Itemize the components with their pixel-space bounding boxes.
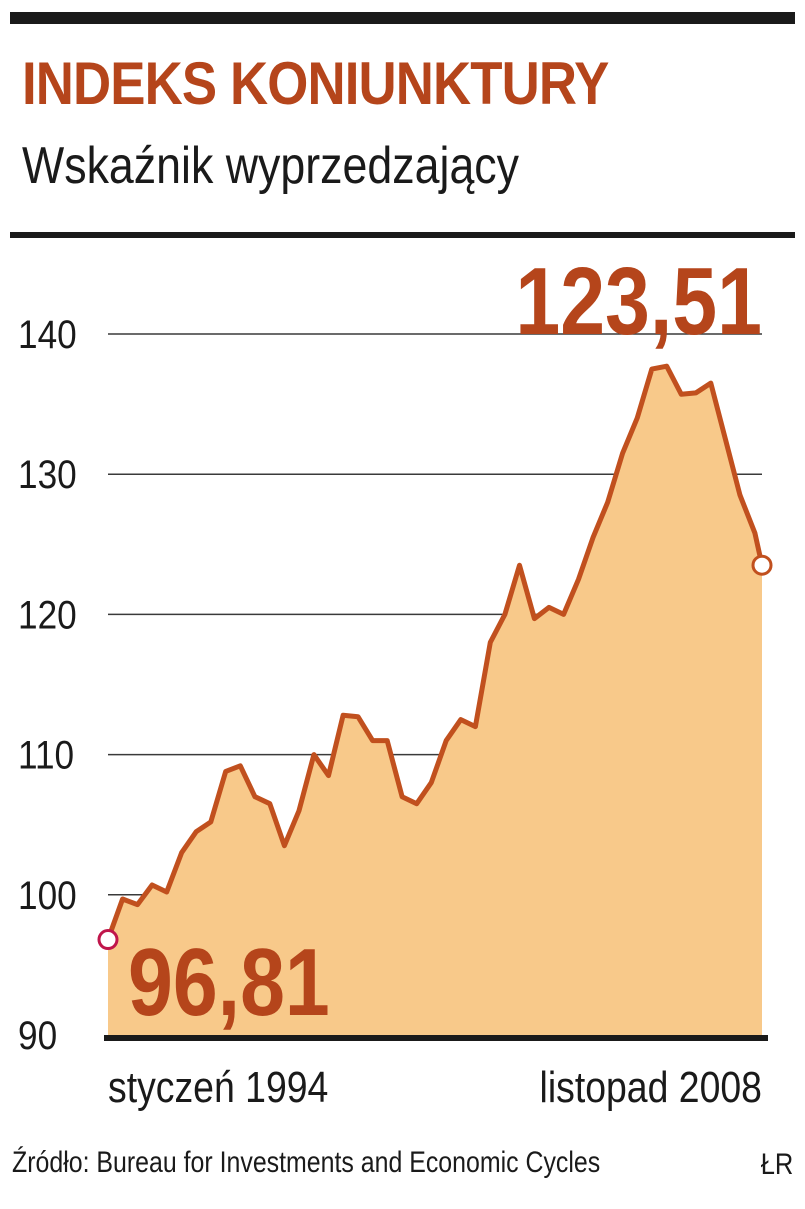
- line-chart: 140 130 120 110 100 90 96,81 123,51 styczeń 1…: [18, 247, 773, 1112]
- end-value-label: 123,51: [515, 247, 762, 354]
- x-label-start: styczeń 1994: [108, 1062, 328, 1112]
- y-tick-label: 120: [18, 592, 77, 637]
- top-rule: [10, 12, 795, 24]
- chart-title: INDEKS KONIUNKTURY: [22, 50, 609, 117]
- source-note: Źródło: Bureau for Investments and Econo…: [12, 1146, 601, 1179]
- start-value-label: 96,81: [128, 928, 330, 1035]
- y-tick-label: 100: [18, 873, 77, 918]
- y-tick-label: 140: [18, 312, 77, 357]
- y-tick-label: 90: [18, 1013, 57, 1058]
- y-tick-label: 130: [18, 452, 77, 497]
- header-divider: [10, 232, 795, 238]
- x-label-end: listopad 2008: [540, 1062, 762, 1112]
- end-point-marker: [751, 554, 773, 576]
- y-axis-ticks: 140 130 120 110 100 90: [18, 312, 77, 1058]
- author-credit: ŁR: [760, 1148, 793, 1181]
- chart-subtitle: Wskaźnik wyprzedzający: [22, 137, 520, 195]
- y-tick-label: 110: [18, 733, 74, 778]
- area-fill: [108, 366, 762, 1035]
- start-point-marker: [97, 929, 119, 951]
- series-line: [105, 363, 765, 942]
